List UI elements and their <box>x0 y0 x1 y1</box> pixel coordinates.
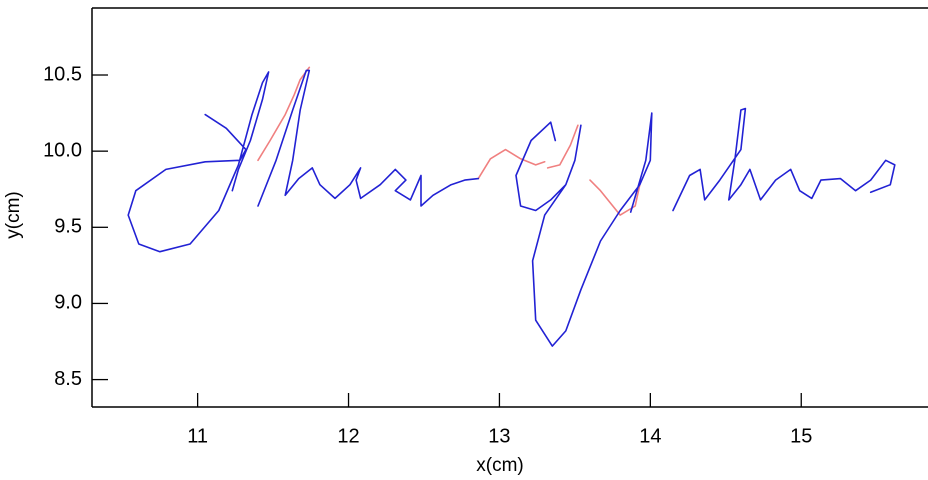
pen-stroke <box>127 69 896 347</box>
y-tick-label: 9.0 <box>54 292 82 314</box>
pen-stroke <box>257 66 641 216</box>
x-tick-label: 12 <box>337 425 359 447</box>
x-tick-label: 14 <box>639 425 661 447</box>
y-axis-label: y(cm) <box>3 191 24 238</box>
y-tick-label: 9.5 <box>54 216 82 238</box>
x-tick-label: 11 <box>187 425 208 447</box>
y-tick-label: 10.0 <box>43 139 82 161</box>
y-tick-label: 8.5 <box>54 368 82 390</box>
x-axis-label: x(cm) <box>476 455 523 476</box>
y-tick-label: 10.5 <box>43 63 82 85</box>
x-tick-label: 13 <box>488 425 510 447</box>
x-tick-label: 15 <box>790 425 812 447</box>
